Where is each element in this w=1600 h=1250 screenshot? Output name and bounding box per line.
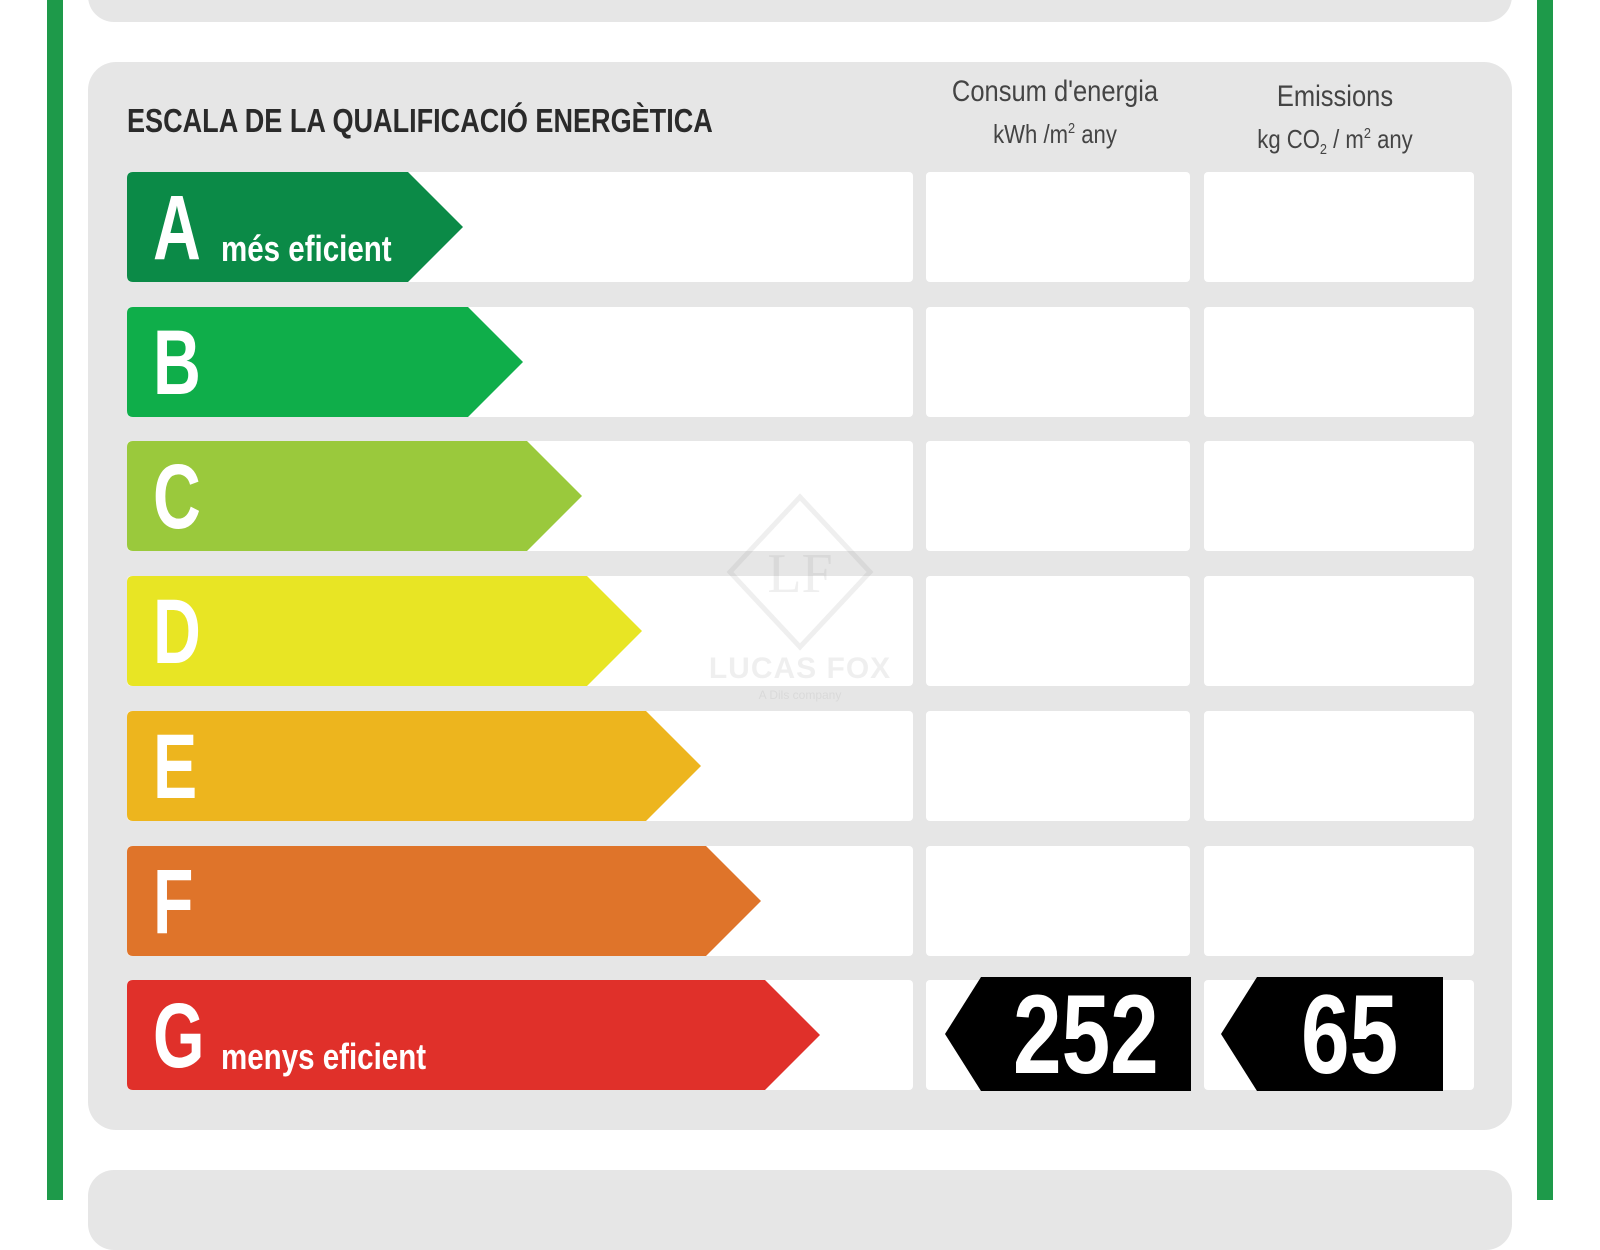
lucas-fox-watermark: LF LUCAS FOX A Dils company	[700, 492, 900, 712]
svg-text:LF: LF	[767, 543, 832, 605]
rating-letter: B	[153, 312, 201, 414]
energy-cell	[926, 172, 1190, 282]
emissions-cell	[1204, 711, 1474, 821]
energy-value-tag: 252	[945, 977, 1191, 1091]
rating-caption: més eficient	[221, 228, 392, 269]
energy-certificate: ESCALA DE LA QUALIFICACIÓ ENERGÈTICA Con…	[47, 0, 1553, 1250]
left-green-border	[47, 0, 63, 1200]
emissions-cell	[1204, 307, 1474, 417]
bottom-panel	[88, 1170, 1512, 1250]
energy-cell	[926, 307, 1190, 417]
rating-caption: menys eficient	[221, 1036, 427, 1077]
emissions-cell	[1204, 576, 1474, 686]
rating-letter: A	[153, 177, 201, 279]
energy-cell	[926, 441, 1190, 551]
rating-letter: E	[153, 716, 198, 818]
rating-arrow-d: D	[127, 576, 642, 686]
rating-letter: C	[153, 446, 201, 548]
emissions-cell	[1204, 846, 1474, 956]
rating-letter: G	[153, 985, 205, 1087]
rating-arrow-e: E	[127, 711, 701, 821]
emissions-cell	[1204, 441, 1474, 551]
lf-monogram-icon: LF	[726, 493, 874, 651]
rating-arrow-c: C	[127, 441, 582, 551]
rating-letter: F	[153, 851, 194, 953]
emissions-value-tag: 65	[1221, 977, 1443, 1091]
energy-cell	[926, 846, 1190, 956]
rating-arrow-b: B	[127, 307, 523, 417]
energy-column-header: Consum d'energia kWh /m2 any	[925, 75, 1185, 150]
emissions-cell	[1204, 172, 1474, 282]
scale-title: ESCALA DE LA QUALIFICACIÓ ENERGÈTICA	[127, 102, 713, 139]
energy-column-unit: kWh /m2 any	[993, 119, 1117, 149]
watermark-subtitle: A Dils company	[758, 688, 842, 702]
rating-letter: D	[153, 581, 201, 683]
emissions-column-header: Emissions kg CO2 / m2 any	[1200, 80, 1470, 158]
top-panel	[88, 0, 1512, 22]
rating-arrow-f: F	[127, 846, 761, 956]
energy-cell	[926, 711, 1190, 821]
watermark-brand: LUCAS FOX	[708, 652, 892, 685]
energy-cell	[926, 576, 1190, 686]
energy-value-tag-number: 252	[1013, 972, 1159, 1097]
right-green-border	[1537, 0, 1553, 1200]
emissions-column-unit: kg CO2 / m2 any	[1257, 124, 1413, 158]
emissions-value-tag-number: 65	[1301, 972, 1399, 1097]
energy-column-label: Consum d'energia	[951, 75, 1159, 108]
emissions-column-label: Emissions	[1276, 80, 1394, 113]
